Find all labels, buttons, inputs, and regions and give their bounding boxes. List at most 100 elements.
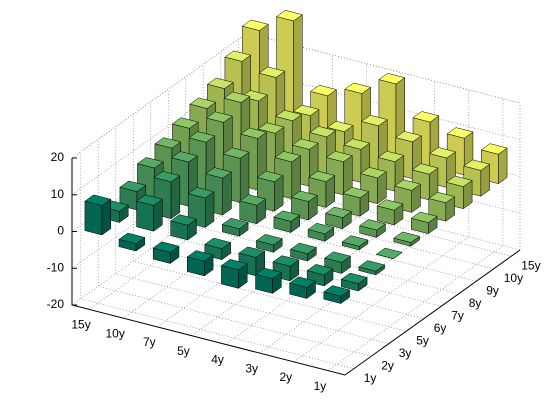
bar-face: [171, 117, 199, 129]
bar-face: [393, 231, 421, 243]
bar-face: [359, 219, 387, 231]
bar-face: [463, 159, 491, 171]
grid-line: [220, 51, 494, 270]
bar-face: [429, 147, 457, 159]
bar-face: [254, 267, 282, 279]
bar: [359, 219, 387, 238]
bar: [273, 210, 301, 233]
bar: [221, 217, 249, 237]
bar-face: [205, 111, 233, 123]
bar-face: [412, 111, 440, 123]
bar: [375, 247, 403, 259]
grid-line: [97, 139, 372, 357]
x-tick-label: 15y: [71, 318, 90, 332]
bar-face: [289, 242, 317, 254]
bar-face: [394, 179, 422, 191]
bar: [376, 199, 404, 226]
x-tick-label: 7y: [143, 335, 156, 349]
bar: [340, 272, 368, 292]
bar-face: [340, 272, 368, 284]
bar: [358, 260, 386, 276]
bar-face: [410, 211, 438, 223]
bar-face: [377, 150, 405, 163]
bar-face: [360, 114, 388, 127]
y-tick-label: 9y: [486, 283, 499, 297]
bar-face: [307, 222, 335, 235]
bar-face: [186, 250, 214, 262]
bar: [341, 235, 369, 251]
bar-face: [239, 151, 250, 203]
y-tick-label: 3y: [399, 346, 412, 360]
bar-face: [289, 276, 317, 288]
bar-face: [376, 199, 404, 211]
bar: [84, 194, 112, 236]
bar: [393, 231, 421, 247]
bar-face: [428, 191, 456, 204]
bar-face: [325, 150, 353, 163]
bar-face: [206, 77, 234, 89]
x-tick-label: 1y: [314, 379, 327, 393]
bar-face: [375, 247, 403, 259]
bar: [324, 251, 352, 274]
bar-face: [170, 151, 198, 163]
x-tick-label: 3y: [245, 361, 258, 375]
y-tick-label: 15y: [521, 258, 540, 272]
bar-face: [188, 131, 216, 143]
bar-face: [152, 241, 180, 253]
z-tick-label: 0: [57, 224, 64, 238]
bar-face: [170, 175, 181, 220]
bar: [289, 242, 317, 262]
bar-face: [189, 97, 217, 109]
bar-face: [344, 82, 372, 94]
bar-face: [135, 194, 163, 206]
bar: [307, 222, 335, 242]
bar-face: [359, 167, 387, 179]
grid-line: [237, 39, 512, 257]
bar-face: [221, 217, 249, 230]
bar-face: [310, 84, 338, 97]
y-tick-label: 5y: [416, 333, 429, 347]
bar-face: [118, 232, 146, 244]
bar-face: [291, 138, 319, 150]
y-tick-label: 2y: [381, 358, 394, 372]
bar-face: [292, 104, 320, 116]
bar-face: [205, 167, 233, 179]
bar-face: [308, 170, 336, 182]
bar: [135, 194, 163, 232]
bar-face: [170, 214, 198, 226]
z-tick-label: -20: [47, 297, 65, 311]
bar: [255, 234, 283, 253]
bar-face: [445, 175, 473, 187]
bar-face: [378, 73, 406, 85]
bar: [239, 194, 267, 225]
z-tick-label: 10: [51, 187, 65, 201]
grid-line: [115, 126, 389, 345]
bar: [394, 179, 422, 213]
bar-face: [290, 190, 318, 202]
bar-face: [257, 122, 285, 134]
x-tick-label: 5y: [177, 344, 190, 358]
bar: [170, 214, 198, 241]
bar-face: [323, 285, 351, 297]
bar: [254, 267, 282, 294]
x-tick-label: 2y: [279, 370, 292, 384]
bar-face: [272, 255, 300, 267]
y-tick-label: 8y: [469, 296, 482, 310]
bar-face: [222, 171, 232, 216]
x-tick-label: 4y: [211, 353, 224, 367]
bar: [324, 206, 352, 230]
bar-face: [153, 171, 181, 183]
bar-face: [241, 19, 269, 31]
bar-face: [223, 91, 251, 103]
bar-face: [446, 127, 474, 139]
bar-face: [84, 200, 103, 236]
bar-face: [222, 147, 250, 159]
bar-face: [275, 10, 303, 22]
bar-face: [258, 66, 286, 78]
bar-face: [240, 127, 268, 139]
bar-face: [187, 187, 215, 199]
bar-face: [480, 143, 508, 155]
bar-face: [306, 264, 334, 276]
bar: [186, 250, 214, 277]
bar-face: [119, 180, 147, 192]
